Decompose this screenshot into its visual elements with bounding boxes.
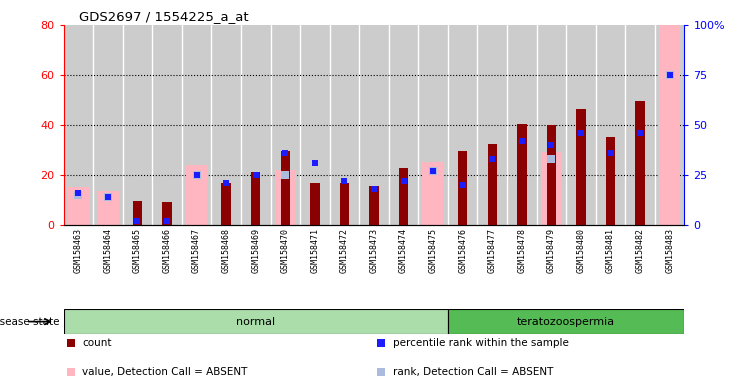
Bar	[340, 184, 349, 225]
Bar	[625, 25, 654, 225]
FancyBboxPatch shape	[448, 309, 684, 334]
Text: GSM158474: GSM158474	[399, 228, 408, 273]
Text: normal: normal	[236, 316, 275, 327]
Bar	[97, 191, 119, 225]
Text: GSM158473: GSM158473	[370, 228, 378, 273]
Bar	[123, 25, 153, 225]
Text: GSM158483: GSM158483	[665, 228, 674, 273]
Bar	[659, 25, 680, 225]
Text: disease state: disease state	[0, 316, 60, 327]
Bar	[488, 144, 497, 225]
Text: GSM158477: GSM158477	[488, 228, 497, 273]
Bar	[94, 25, 123, 225]
Bar	[359, 25, 389, 225]
Bar	[477, 25, 507, 225]
Bar	[162, 202, 172, 225]
Bar	[566, 25, 595, 225]
Bar	[423, 162, 444, 225]
Bar	[280, 151, 290, 225]
Text: value, Detection Call = ABSENT: value, Detection Call = ABSENT	[82, 366, 248, 377]
Text: GSM158467: GSM158467	[192, 228, 201, 273]
Bar	[251, 172, 260, 225]
Bar	[536, 25, 566, 225]
Bar	[547, 125, 556, 225]
Bar	[241, 25, 271, 225]
Text: GSM158463: GSM158463	[74, 228, 83, 273]
Bar	[271, 25, 300, 225]
Bar	[300, 25, 330, 225]
Bar	[310, 184, 319, 225]
Bar	[182, 25, 212, 225]
Text: GSM158479: GSM158479	[547, 228, 556, 273]
Bar	[458, 151, 468, 225]
Bar	[418, 25, 448, 225]
Bar	[448, 25, 477, 225]
Text: GSM158476: GSM158476	[459, 228, 468, 273]
Bar	[595, 25, 625, 225]
Bar	[68, 187, 89, 225]
Text: GSM158475: GSM158475	[429, 228, 438, 273]
Text: GSM158466: GSM158466	[162, 228, 171, 273]
Text: GSM158471: GSM158471	[310, 228, 319, 273]
Bar	[606, 137, 616, 225]
Bar	[576, 109, 586, 225]
Text: GSM158469: GSM158469	[251, 228, 260, 273]
Text: GSM158481: GSM158481	[606, 228, 615, 273]
Bar	[370, 186, 378, 225]
Text: count: count	[82, 338, 111, 348]
Text: rank, Detection Call = ABSENT: rank, Detection Call = ABSENT	[393, 366, 553, 377]
Text: GSM158470: GSM158470	[280, 228, 289, 273]
Bar	[507, 25, 536, 225]
Text: GSM158482: GSM158482	[636, 228, 645, 273]
Text: GDS2697 / 1554225_a_at: GDS2697 / 1554225_a_at	[79, 10, 248, 23]
Bar	[186, 165, 207, 225]
Text: GSM158465: GSM158465	[133, 228, 142, 273]
Bar	[212, 25, 241, 225]
Text: GSM158464: GSM158464	[103, 228, 112, 273]
FancyBboxPatch shape	[64, 309, 448, 334]
Text: GSM158472: GSM158472	[340, 228, 349, 273]
Bar	[153, 25, 182, 225]
Text: GSM158478: GSM158478	[518, 228, 527, 273]
Text: GSM158480: GSM158480	[577, 228, 586, 273]
Bar	[654, 25, 684, 225]
Bar	[132, 201, 142, 225]
Bar	[221, 184, 231, 225]
Text: teratozoospermia: teratozoospermia	[517, 316, 615, 327]
Text: percentile rank within the sample: percentile rank within the sample	[393, 338, 568, 348]
Bar	[275, 170, 296, 225]
Bar	[399, 169, 408, 225]
Text: GSM158468: GSM158468	[221, 228, 230, 273]
Bar	[389, 25, 418, 225]
Bar	[517, 124, 527, 225]
Bar	[330, 25, 359, 225]
Bar	[64, 25, 94, 225]
Bar	[635, 101, 645, 225]
Bar	[541, 152, 562, 225]
